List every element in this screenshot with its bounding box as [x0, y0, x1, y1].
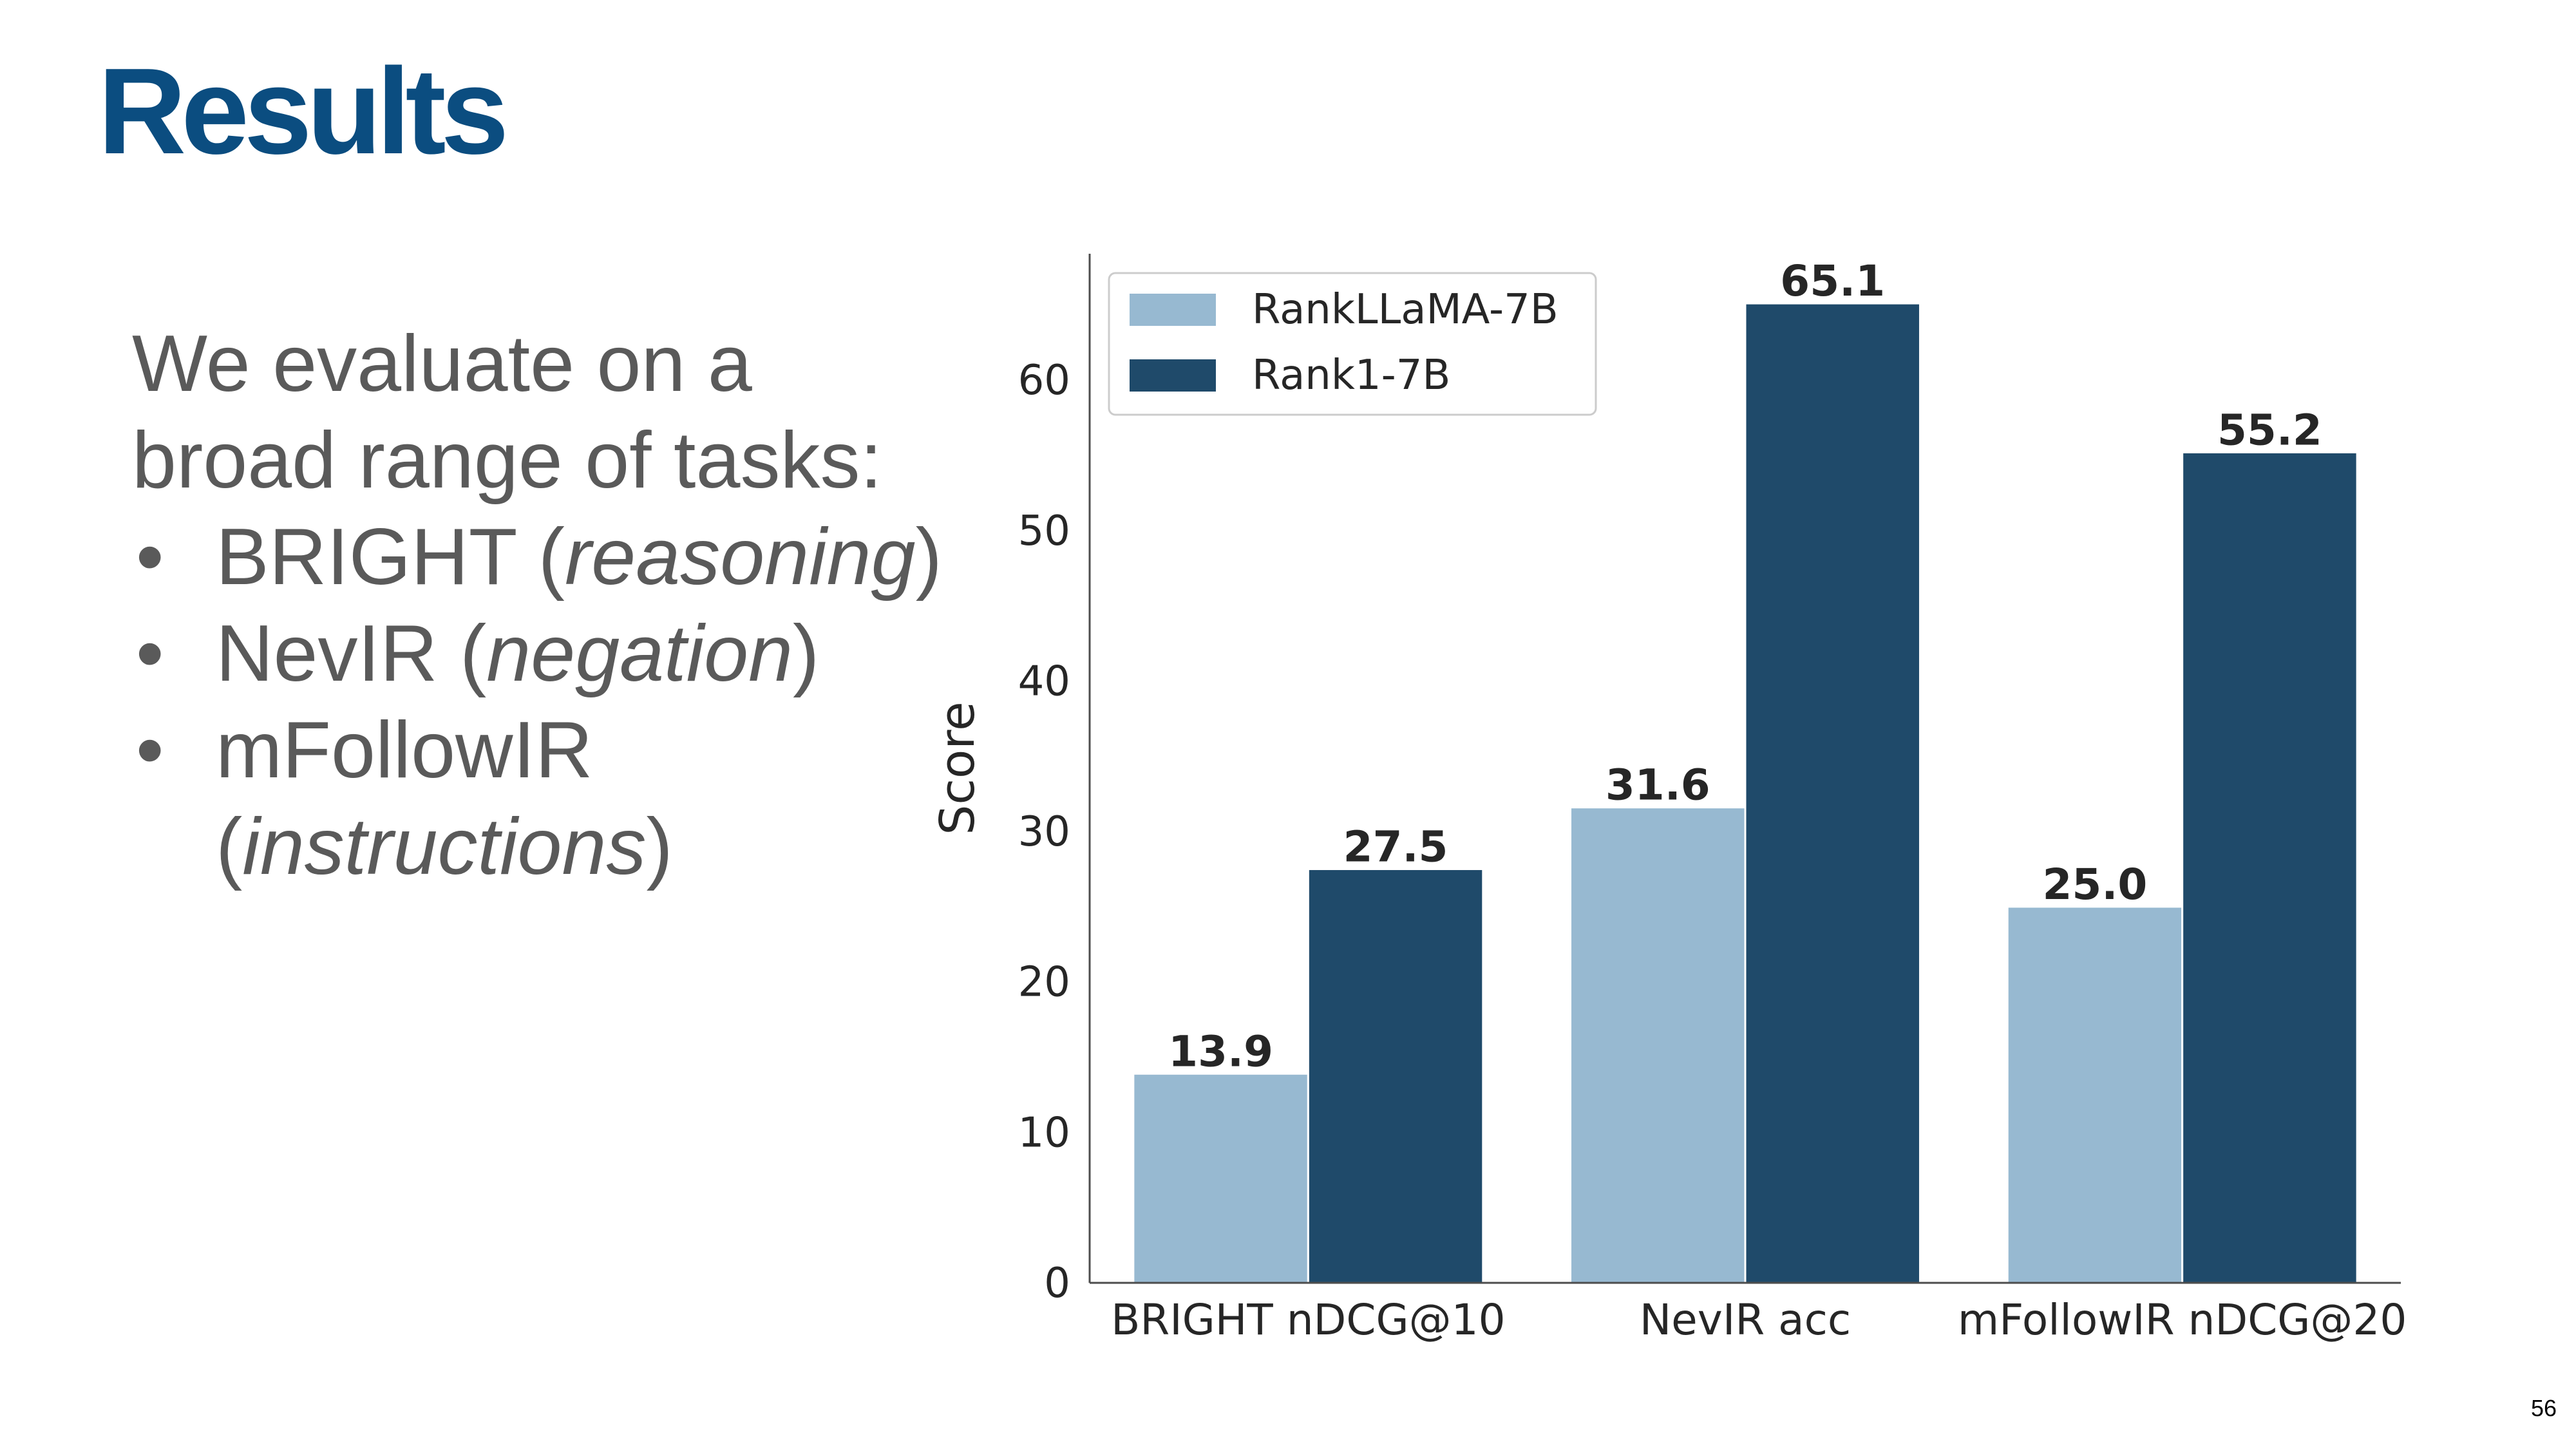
bar-rankllama-7b-1 [1569, 806, 1747, 1284]
bullet-dot-icon: • [136, 706, 164, 795]
data-label: 13.9 [1168, 1027, 1273, 1076]
y-tick-label: 50 [1018, 507, 1070, 555]
x-category-label: mFollowIR nDCG@20 [1958, 1295, 2407, 1345]
y-axis-title: Score [930, 701, 985, 835]
bullet-dot-icon: • [136, 609, 164, 698]
task-list: • BRIGHT (reasoning) • NevIR (negation) … [132, 509, 969, 895]
task-item-mfollowir: • mFollowIR (instructions) [132, 702, 969, 895]
legend-label: Rank1-7B [1252, 352, 1450, 399]
task-note: reasoning [564, 513, 916, 601]
slide-body: We evaluate on a broad range of tasks: •… [132, 316, 969, 895]
bar-rankllama-7b-2 [2006, 905, 2184, 1284]
task-note: negation [486, 609, 793, 698]
bar-rank1-7b-0 [1307, 868, 1484, 1284]
data-label: 25.0 [2043, 860, 2148, 909]
page-number: 56 [2530, 1395, 2557, 1421]
bar-rank1-7b-1 [1744, 302, 1921, 1284]
task-name: mFollowIR [216, 706, 593, 795]
bar-rank1-7b-2 [2181, 451, 2358, 1284]
y-tick-label: 20 [1018, 959, 1070, 1007]
task-item-bright: • BRIGHT (reasoning) [132, 509, 969, 605]
y-tick-label: 0 [1044, 1260, 1070, 1307]
intro-text: We evaluate on a broad range of tasks: [132, 319, 882, 505]
data-label: 31.6 [1605, 761, 1710, 810]
bar-rankllama-7b-0 [1132, 1072, 1309, 1284]
x-category-label: BRIGHT nDCG@10 [1111, 1295, 1506, 1345]
x-category-label: NevIR acc [1640, 1295, 1851, 1345]
y-tick-label: 30 [1018, 808, 1070, 856]
task-note: instructions [242, 802, 647, 891]
task-name: BRIGHT [216, 513, 516, 601]
task-item-nevir: • NevIR (negation) [132, 605, 969, 702]
task-name: NevIR [216, 609, 438, 698]
legend-label: RankLLaMA-7B [1252, 286, 1558, 334]
legend-swatch [1130, 359, 1216, 392]
y-tick-label: 10 [1018, 1109, 1070, 1157]
data-label: 65.1 [1780, 256, 1885, 306]
y-tick-label: 40 [1018, 658, 1070, 705]
data-label: 27.5 [1343, 822, 1448, 872]
bullet-dot-icon: • [136, 513, 164, 601]
data-label: 55.2 [2217, 405, 2322, 455]
slide-title: Results [98, 43, 509, 180]
legend-box [1108, 272, 1597, 416]
y-tick-label: 60 [1018, 357, 1070, 404]
legend-swatch [1130, 294, 1216, 326]
